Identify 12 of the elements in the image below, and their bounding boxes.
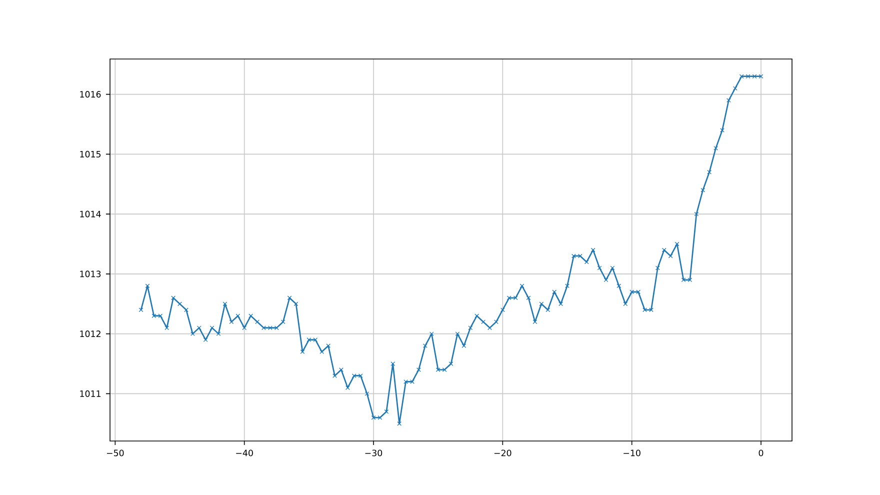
y-tick-label: 1012	[80, 330, 100, 338]
y-tick-label: 1014	[80, 210, 101, 218]
x-tick-label: −50	[106, 450, 124, 456]
x-tick-label: −10	[624, 450, 640, 456]
y-tick-label: 1016	[80, 91, 101, 98]
x-tick-label: −40	[236, 450, 253, 456]
x-tick-label: −20	[494, 450, 512, 456]
x-tick-label: 0	[758, 450, 764, 456]
x-tick-label: −30	[365, 450, 382, 456]
y-tick-label: 1015	[80, 150, 101, 158]
y-tick-label: 1013	[80, 270, 101, 278]
y-tick-label: 1011	[80, 390, 100, 397]
